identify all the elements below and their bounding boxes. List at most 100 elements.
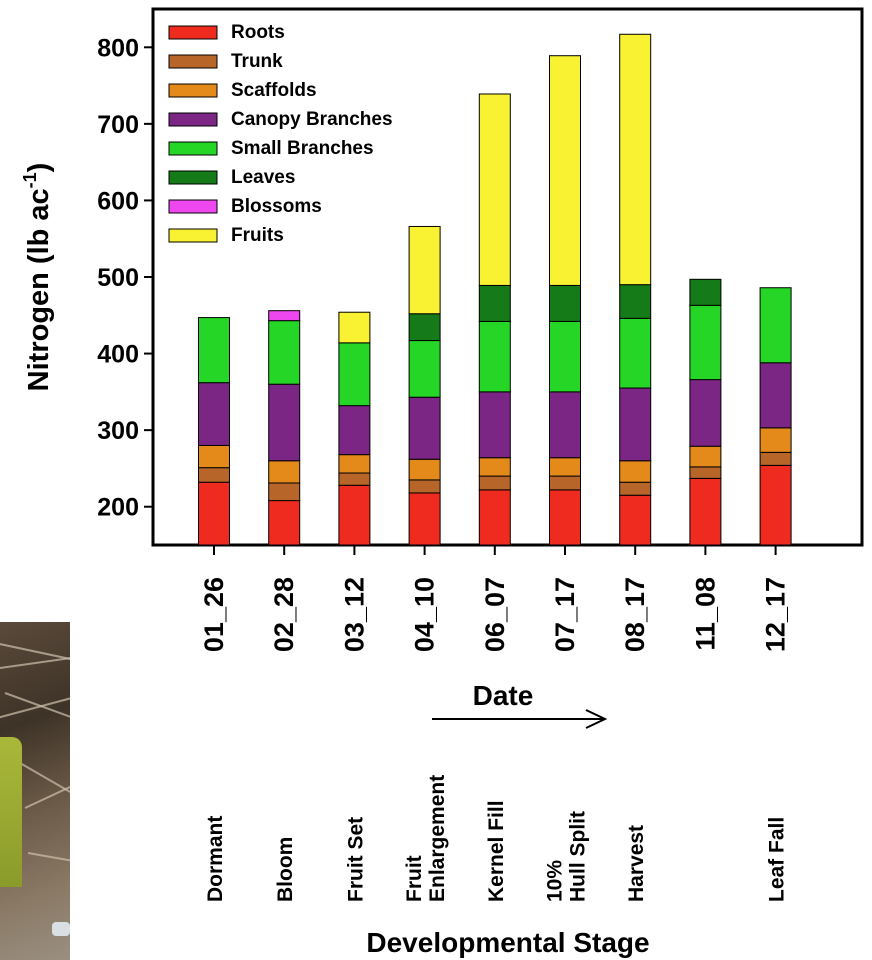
bar-segment-scaffolds-07_17 [549, 457, 581, 477]
x-tick-label: 08_17 [620, 577, 650, 652]
stage-label: Fruit [403, 855, 426, 902]
bar-segment-leaves-06_07 [478, 284, 511, 322]
legend-label: Small Branches [231, 138, 374, 159]
legend-swatch [168, 83, 218, 98]
bar-segment-scaffolds-01_26 [198, 444, 230, 469]
stage-label: Leaf Fall [766, 817, 789, 902]
bar-segment-trunk-06_07 [478, 475, 511, 491]
y-axis: 200 300 400 500 600 700 800 [97, 34, 153, 522]
legend-swatch [168, 141, 218, 156]
y-tick-label: 400 [97, 341, 139, 369]
bar-segment-scaffolds-03_12 [338, 454, 371, 474]
y-tick-label: 200 [97, 494, 139, 522]
bar-segment-roots-01_26 [198, 481, 230, 546]
bar-segment-canopy-branches-03_12 [338, 405, 371, 456]
bar-segment-scaffolds-11_08 [689, 445, 722, 468]
bar-segment-leaves-11_08 [689, 278, 722, 306]
bar-segment-fruits-07_17 [549, 55, 581, 286]
x-tick-label: 06_07 [480, 577, 510, 652]
legend-swatch [168, 25, 218, 40]
legend-label: Scaffolds [231, 80, 317, 101]
x-tick-label: 03_12 [339, 577, 369, 652]
stage-label: 10% [544, 860, 567, 902]
legend-swatch [168, 199, 218, 214]
bar-segment-small-branches-03_12 [338, 342, 371, 407]
bar-segment-scaffolds-02_28 [268, 460, 301, 484]
bar-segment-roots-02_28 [268, 500, 301, 546]
x-tick-label: 02_28 [269, 577, 299, 652]
bar-segment-trunk-02_28 [268, 482, 301, 502]
legend-label: Canopy Branches [231, 109, 393, 130]
bar-segment-small-branches-07_17 [549, 320, 581, 393]
bar-segment-canopy-branches-12_17 [759, 362, 792, 429]
bar-segment-small-branches-11_08 [689, 304, 722, 381]
bar-segment-fruits-04_10 [408, 225, 441, 315]
bar-segment-roots-08_17 [619, 494, 652, 546]
y-axis-title-sup: -1 [20, 172, 40, 188]
bar-segment-scaffolds-06_07 [478, 457, 511, 477]
bar-segment-trunk-11_08 [689, 466, 722, 479]
bar-segment-roots-12_17 [759, 464, 792, 546]
bar-segment-scaffolds-08_17 [619, 460, 652, 483]
stage-label: Enlargement [426, 775, 449, 902]
legend-swatch [168, 112, 218, 127]
y-axis-title-tail: ) [23, 163, 55, 173]
bar-segment-fruits-08_17 [619, 33, 652, 286]
bar-segment-trunk-04_10 [408, 479, 441, 494]
bar-segment-scaffolds-12_17 [759, 427, 792, 453]
bars-layer [198, 33, 792, 546]
bar-segment-trunk-08_17 [619, 481, 652, 496]
y-tick-label: 600 [97, 187, 139, 215]
bar-segment-trunk-01_26 [198, 467, 230, 483]
x-tick-label: 04_10 [410, 577, 440, 652]
legend-label: Fruits [231, 225, 284, 246]
stage-label: Dormant [204, 816, 227, 902]
bar-segment-leaves-08_17 [619, 284, 652, 319]
bar-segment-small-branches-12_17 [759, 287, 792, 364]
bar-segment-canopy-branches-07_17 [549, 391, 581, 459]
legend-swatch [168, 170, 218, 185]
y-tick-label: 700 [97, 111, 139, 139]
stage-label: Kernel Fill [485, 800, 508, 902]
bar-segment-small-branches-02_28 [268, 320, 301, 385]
bar-segment-fruits-06_07 [478, 93, 511, 286]
legend: Roots Trunk Scaffolds Canopy Branches Small … [168, 22, 393, 246]
bar-segment-leaves-07_17 [549, 284, 581, 322]
bar-segment-roots-11_08 [689, 477, 722, 546]
stage-axis-title: Developmental Stage [366, 927, 649, 958]
bar-segment-small-branches-04_10 [408, 340, 441, 398]
bar-segment-roots-04_10 [408, 492, 441, 546]
bar-segment-blossoms-02_28 [268, 310, 301, 322]
y-tick-label: 500 [97, 264, 139, 292]
bar-segment-fruits-03_12 [338, 311, 371, 344]
bar-segment-small-branches-06_07 [478, 320, 511, 393]
stage-label: Bloom [274, 837, 297, 902]
field-photo [0, 622, 70, 960]
x-axis-title: Date [473, 680, 534, 711]
bar-segment-leaves-04_10 [408, 313, 441, 342]
legend-label: Roots [231, 22, 285, 43]
bar-segment-roots-06_07 [478, 489, 511, 546]
bar-segment-trunk-07_17 [549, 475, 581, 491]
x-tick-label: 07_17 [550, 577, 580, 652]
legend-label: Leaves [231, 167, 295, 188]
stage-label: Fruit Set [344, 817, 367, 902]
y-tick-label: 800 [97, 34, 139, 62]
bar-segment-canopy-branches-01_26 [198, 382, 230, 446]
y-axis-title: Nitrogen (lb ac-1) [20, 163, 55, 392]
person-shirt [0, 737, 22, 887]
bucket-shape [52, 922, 70, 936]
bar-segment-canopy-branches-04_10 [408, 396, 441, 460]
bar-segment-canopy-branches-08_17 [619, 387, 652, 462]
bar-segment-trunk-03_12 [338, 472, 371, 486]
bar-segment-canopy-branches-06_07 [478, 391, 511, 459]
legend-label: Blossoms [231, 196, 322, 217]
stage-label: Harvest [625, 825, 648, 902]
arrow-icon [432, 709, 608, 729]
x-tick-label: 01_26 [199, 577, 229, 652]
legend-label: Trunk [231, 51, 283, 72]
bar-segment-canopy-branches-02_28 [268, 383, 301, 462]
bar-segment-small-branches-01_26 [198, 317, 230, 384]
x-tick-label: 12_17 [761, 577, 791, 652]
